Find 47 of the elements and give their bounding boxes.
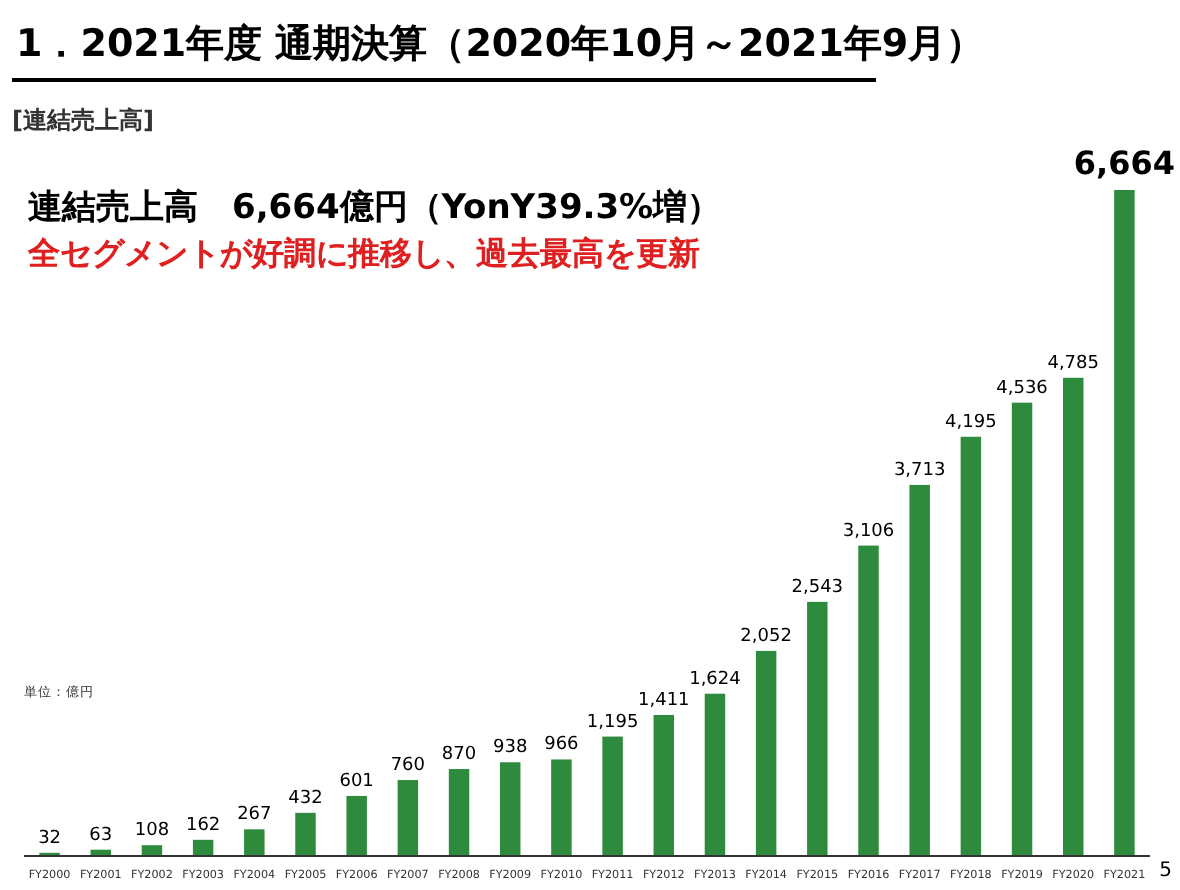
bar [448, 769, 470, 856]
data-label: 4,536 [996, 378, 1049, 399]
data-label: 2,543 [791, 577, 844, 598]
bar [602, 736, 623, 856]
bar [909, 484, 930, 856]
data-label: 4,785 [1047, 353, 1099, 374]
bar [858, 545, 879, 856]
data-label: 4,195 [945, 412, 997, 433]
data-label: 63 [89, 825, 113, 846]
data-label: 870 [441, 745, 477, 766]
data-label: 1,195 [586, 712, 639, 733]
data-label: 6,664 [1073, 144, 1176, 182]
bar [960, 436, 982, 856]
bar [551, 759, 572, 856]
chart-subtitle: [連結売上高] [12, 106, 154, 134]
bar [295, 812, 316, 856]
bar [397, 780, 419, 856]
bar [1062, 377, 1084, 856]
bar [807, 601, 828, 856]
bar [346, 795, 367, 856]
bar [1011, 402, 1033, 856]
data-label: 966 [544, 735, 580, 756]
data-label: 938 [493, 738, 528, 759]
data-label: 760 [390, 756, 426, 777]
bar [141, 845, 163, 856]
data-label: 601 [339, 771, 374, 792]
bar [192, 839, 214, 856]
data-label: 3,713 [893, 460, 946, 481]
annotation: 全セグメントが好調に推移し、過去最高を更新 [26, 234, 700, 272]
chart-title: 1．2021年度 通期決算（2020年10月～2021年9月） [16, 22, 985, 66]
bar [755, 650, 777, 856]
data-label: 1,411 [638, 690, 690, 711]
bar [653, 714, 675, 856]
data-label: 2,052 [740, 626, 792, 647]
data-label: 108 [134, 821, 170, 842]
data-label: 32 [38, 828, 62, 849]
data-label: 1,624 [689, 669, 742, 690]
bar [1114, 190, 1135, 856]
data-label: 3,106 [842, 521, 895, 542]
data-label: 267 [237, 805, 272, 826]
text: 5 [1159, 860, 1172, 882]
bar [704, 693, 726, 856]
bar [499, 762, 521, 856]
bar [244, 829, 265, 856]
data-label: 432 [288, 788, 323, 809]
data-label: 162 [185, 815, 221, 836]
annotation: 連結売上高 6,664億円（YonY39.3%増） [28, 186, 722, 228]
